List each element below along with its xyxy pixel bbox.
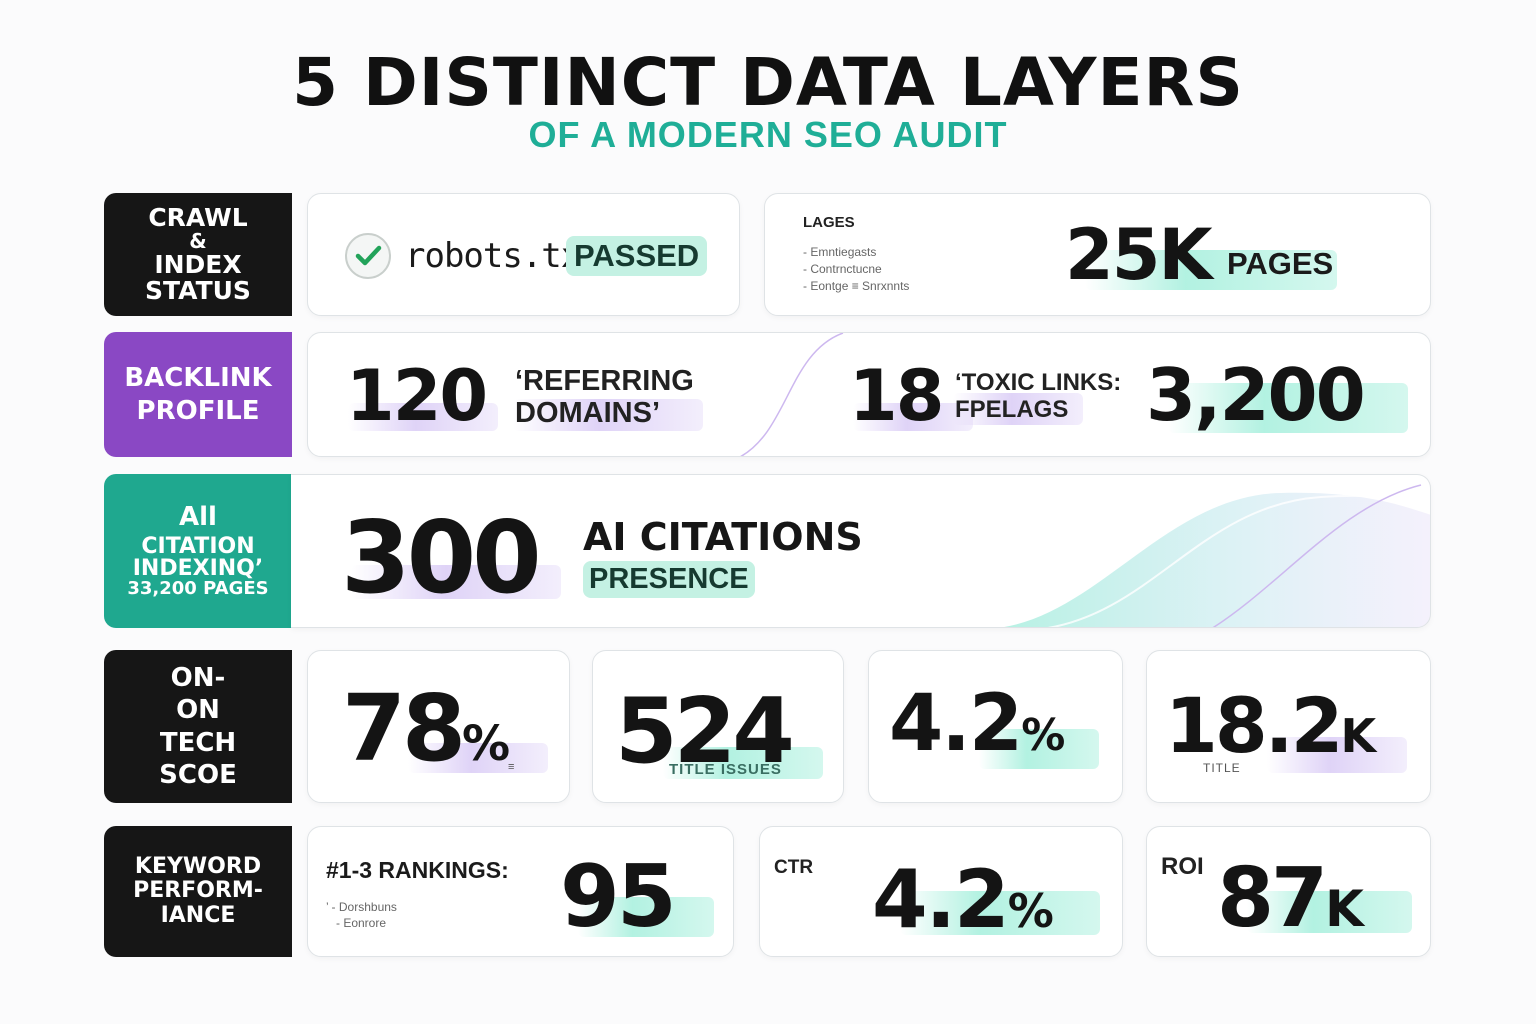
stat-traffic-value: 18.2K [1165,681,1377,770]
list-item: - Contrnctucne [803,262,882,276]
toxic-value: 18 [849,355,944,437]
list-item: ’ - Dorshbuns [326,900,397,914]
ctr-label: CTR [774,857,814,878]
page-title: 5 DISTINCT DATA LAYERS [292,44,1244,121]
domains-value: 120 [346,355,488,437]
toxic-text-highlight [953,393,1083,425]
pages-list: - Emntiegasts - Contrnctucne - Eontge ≡ … [803,244,909,295]
domains-text: ‘REFERRING DOMAINS’ [515,365,694,429]
list-item: - Eonrore [336,916,387,930]
pages-highlight [1085,250,1337,290]
stat-highlight [1267,737,1407,773]
crawl-label-line: CRAWL [148,202,248,232]
pages-card: LAGES - Emntiegasts - Contrnctucne - Eon… [764,193,1431,316]
stat-card-title-issues: 524 TITLE ISSUES [592,650,844,803]
ai-presence-badge: PRESENCE [583,561,755,598]
domains-highlight [348,403,498,431]
backlink-label: BACKLINK PROFILE [104,332,292,457]
page-subtitle: OF A MODERN SEO AUDIT [528,114,1008,155]
domains-text-line: ‘REFERRING [515,365,694,397]
stat-card-ctr: 4.2% [868,650,1123,803]
onpage-label: ON- ON TECH SCOE [104,650,292,803]
keyword-label-line: PERFORM- [133,878,263,904]
keyword-label-line: IANCE [160,902,236,928]
stat-unit: % [462,716,511,772]
total-value: 3,200 [1146,353,1366,437]
stat-traffic-note: TITLE [1203,761,1241,775]
backlink-label-line: PROFILE [136,395,260,426]
crawl-label-line: INDEX [154,249,242,279]
keyword-label-line: KEYWORD [134,854,262,880]
domains-text-line: DOMAINS’ [515,397,660,429]
crawl-label-line: STATUS [145,276,251,306]
list-item: - Emntiegasts [803,245,877,259]
ai-label-line: INDEXINQ’ [132,556,264,581]
ai-card: 300 AI CITATIONS PRESENCE [291,474,1431,628]
roi-label: ROI [1161,853,1204,880]
stat-score-note: ≡ [508,761,515,773]
ai-label-line: 33,200 PAGES [127,578,269,599]
swoosh-decoration [739,333,844,456]
crawl-label-line: & [189,228,207,253]
check-icon [344,232,392,280]
ai-value: 300 [341,499,542,616]
stat-card-score: 78% ≡ [307,650,570,803]
ai-label-line: CITATION [141,534,255,559]
stat-score-value: 78% [342,675,511,782]
crawl-label: CRAWL & INDEX STATUS [104,193,292,316]
stat-card-traffic: 18.2K TITLE [1146,650,1431,803]
toxic-text-line: ‘TOXIC LINKS: [955,369,1122,396]
onpage-label-line: TECH [159,727,237,758]
stat-title-issues-value: 524 [615,679,795,784]
onpage-label-line: ON- [170,662,226,693]
stat-unit: % [1021,710,1066,761]
keyword-label: KEYWORD PERFORM- IANCE [104,826,292,957]
stat-title-issues-note: TITLE ISSUES [669,761,782,778]
backlink-label-line: BACKLINK [124,363,272,393]
roi-card: ROI 87K [1146,826,1431,957]
stat-highlight [979,729,1099,769]
wave-decoration [1003,484,1430,627]
stat-highlight [408,743,548,773]
stat-unit: K [1340,709,1377,763]
backlink-card: 120 ‘REFERRING DOMAINS’ 18 ‘TOXIC LINKS:… [307,332,1431,457]
roi-highlight [1247,891,1412,933]
onpage-label-line: SCOE [159,760,237,790]
list-item: - Eontge ≡ Snrxnnts [803,279,910,293]
rankings-card: #1-3 RANKINGS: ’ - Dorshbuns - Eonrore 9… [307,826,734,957]
ai-text: AI CITATIONS [583,515,863,559]
stat-ctr-value: 4.2% [889,679,1066,769]
ai-label: All CITATION INDEXINQ’ 33,200 PAGES [104,474,292,628]
stat-unit: % [1007,884,1054,938]
rankings-highlight [578,897,714,937]
stat-highlight [663,747,823,779]
robots-status-badge: PASSED [566,236,708,276]
ai-label-line: All [179,502,217,532]
onpage-label-line: ON [176,695,220,725]
pages-unit: PAGES [1227,246,1334,281]
domains-text-highlight [513,399,703,431]
rankings-title: #1-3 RANKINGS: [326,857,509,883]
ctr-value: 4.2% [872,853,1054,946]
robots-card: robots.txt PASSED [307,193,740,316]
ai-value-highlight [351,565,561,599]
toxic-text-line: FPELAGS [955,396,1069,423]
pages-title: LAGES [803,214,855,231]
ctr-highlight [900,891,1100,935]
ctr-card: CTR 4.2% [759,826,1123,957]
roi-value: 87K [1217,851,1364,946]
stat-unit: K [1325,880,1364,938]
rankings-list: ’ - Dorshbuns - Eonrore [326,899,397,931]
pages-value: 25K [1065,214,1213,296]
toxic-text: ‘TOXIC LINKS: FPELAGS [955,369,1121,423]
rankings-value: 95 [560,847,677,947]
total-highlight [1168,383,1408,433]
